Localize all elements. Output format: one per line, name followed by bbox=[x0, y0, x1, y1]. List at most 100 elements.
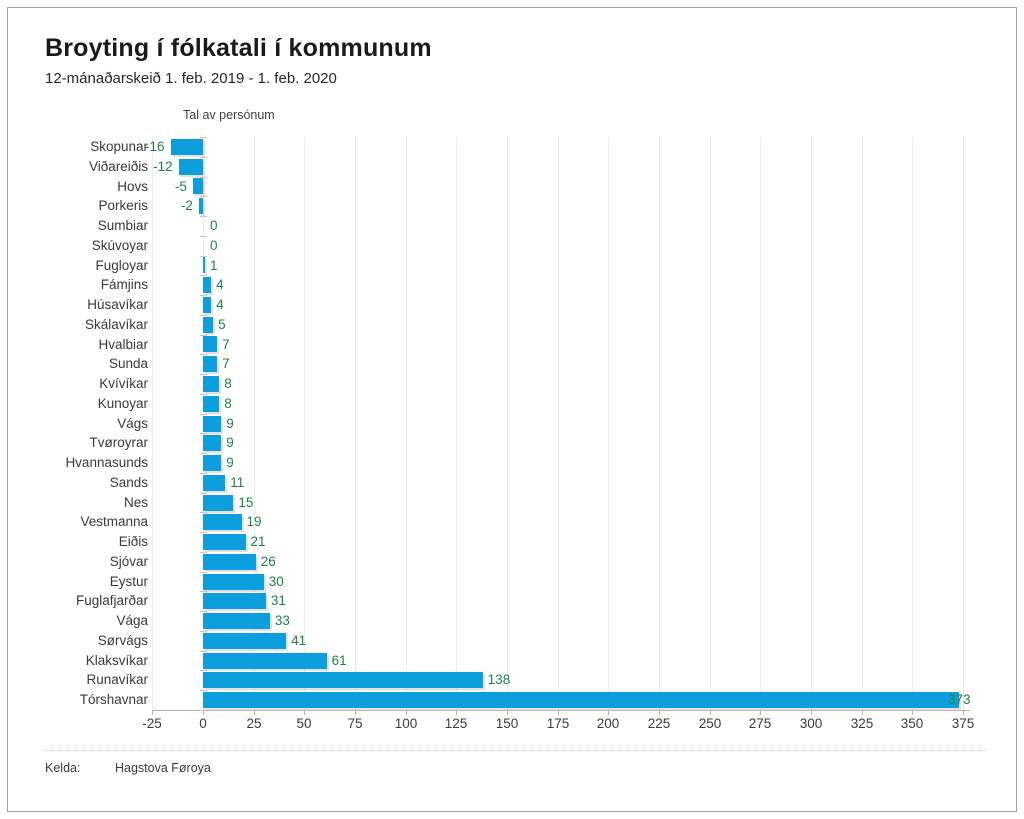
value-label: 0 bbox=[210, 218, 218, 234]
gridline bbox=[710, 137, 711, 710]
category-label: Vágs bbox=[117, 415, 148, 431]
x-tick-label: 150 bbox=[495, 716, 519, 731]
x-tick-label: 50 bbox=[296, 716, 312, 731]
x-tick-label: 200 bbox=[596, 716, 620, 731]
gridline bbox=[558, 137, 559, 710]
bar bbox=[203, 277, 212, 294]
value-label: 8 bbox=[224, 395, 232, 411]
x-tick-label: 375 bbox=[951, 716, 975, 731]
category-label: Vestmanna bbox=[80, 514, 148, 530]
x-axis-tick bbox=[912, 710, 913, 715]
category-tick bbox=[200, 493, 207, 494]
category-tick bbox=[200, 295, 207, 296]
value-label: 8 bbox=[224, 376, 232, 392]
x-tick-label: 350 bbox=[900, 716, 924, 731]
x-axis-tick bbox=[304, 710, 305, 715]
bar bbox=[178, 158, 203, 175]
category-label: Nes bbox=[123, 494, 148, 510]
gridline bbox=[507, 137, 508, 710]
category-tick bbox=[200, 512, 207, 513]
value-label: 9 bbox=[226, 455, 234, 471]
gridline bbox=[406, 137, 407, 710]
category-tick bbox=[200, 433, 207, 434]
bar bbox=[203, 613, 270, 630]
category-label: Skálavíkar bbox=[84, 316, 148, 332]
bar bbox=[203, 672, 483, 689]
bar bbox=[203, 316, 214, 333]
x-axis-tick bbox=[507, 710, 508, 715]
category-tick bbox=[200, 177, 207, 178]
bar bbox=[203, 356, 218, 373]
category-tick bbox=[200, 690, 207, 691]
gridline bbox=[456, 137, 457, 710]
category-label: Sjóvar bbox=[109, 553, 148, 569]
category-label: Tvøroyrar bbox=[89, 435, 149, 451]
category-label: Fuglafjarðar bbox=[75, 593, 148, 609]
gridline bbox=[254, 137, 255, 710]
x-axis-tick bbox=[254, 710, 255, 715]
category-label: Fugloyar bbox=[95, 257, 148, 273]
gridline bbox=[760, 137, 761, 710]
bar bbox=[203, 573, 264, 590]
category-label: Fámjins bbox=[100, 277, 148, 293]
x-tick-label: 175 bbox=[546, 716, 570, 731]
category-tick bbox=[200, 611, 207, 612]
category-tick bbox=[200, 532, 207, 533]
category-label: Sørvágs bbox=[97, 632, 148, 648]
bar bbox=[203, 553, 256, 570]
value-label: -12 bbox=[153, 158, 173, 174]
category-label: Klaksvíkar bbox=[85, 652, 148, 668]
x-axis-tick bbox=[406, 710, 407, 715]
value-label: 11 bbox=[230, 474, 245, 490]
category-label: Viðareiðis bbox=[88, 158, 148, 174]
bar bbox=[203, 415, 222, 432]
gridline bbox=[862, 137, 863, 710]
category-label: Sands bbox=[109, 474, 148, 490]
category-tick bbox=[200, 631, 207, 632]
x-tick-label: 300 bbox=[799, 716, 823, 731]
value-label: 4 bbox=[216, 277, 224, 293]
x-axis-tick bbox=[456, 710, 457, 715]
x-axis-tick bbox=[659, 710, 660, 715]
value-label: 30 bbox=[268, 573, 284, 589]
value-label: 41 bbox=[291, 632, 307, 648]
value-label: 7 bbox=[222, 336, 230, 352]
gridline bbox=[304, 137, 305, 710]
value-label: 7 bbox=[222, 356, 230, 372]
category-label: Runavíkar bbox=[86, 672, 148, 688]
category-tick bbox=[200, 354, 207, 355]
x-axis-tick bbox=[203, 710, 204, 715]
category-label: Tórshavnar bbox=[79, 692, 148, 708]
chart-title: Broyting í fólkatali í kommunum bbox=[45, 34, 432, 62]
value-label: 21 bbox=[250, 534, 266, 550]
bar bbox=[203, 593, 266, 610]
value-label: 15 bbox=[238, 494, 254, 510]
category-label: Húsavíkar bbox=[87, 297, 148, 313]
value-label: -2 bbox=[180, 198, 193, 214]
x-tick-label: -25 bbox=[142, 716, 162, 731]
category-tick bbox=[200, 216, 207, 217]
x-tick-label: 0 bbox=[199, 716, 207, 731]
category-label: Kunoyar bbox=[97, 395, 148, 411]
category-label: Vága bbox=[116, 613, 148, 629]
category-tick bbox=[200, 236, 207, 237]
x-tick-label: 275 bbox=[748, 716, 772, 731]
gridline bbox=[811, 137, 812, 710]
bar bbox=[203, 494, 234, 511]
gridline bbox=[659, 137, 660, 710]
value-label: -16 bbox=[145, 139, 165, 154]
bar bbox=[203, 632, 287, 649]
x-axis-tick bbox=[558, 710, 559, 715]
source-divider bbox=[45, 750, 985, 751]
category-tick bbox=[200, 137, 207, 138]
x-tick-label: 250 bbox=[698, 716, 722, 731]
category-tick bbox=[200, 552, 207, 553]
value-label: 1 bbox=[210, 257, 218, 273]
category-tick bbox=[200, 710, 207, 711]
source-value: Hagstova Føroya bbox=[115, 761, 211, 775]
value-label: 0 bbox=[210, 237, 218, 253]
category-tick bbox=[200, 670, 207, 671]
x-axis-line bbox=[152, 710, 970, 711]
x-axis-tick bbox=[608, 710, 609, 715]
